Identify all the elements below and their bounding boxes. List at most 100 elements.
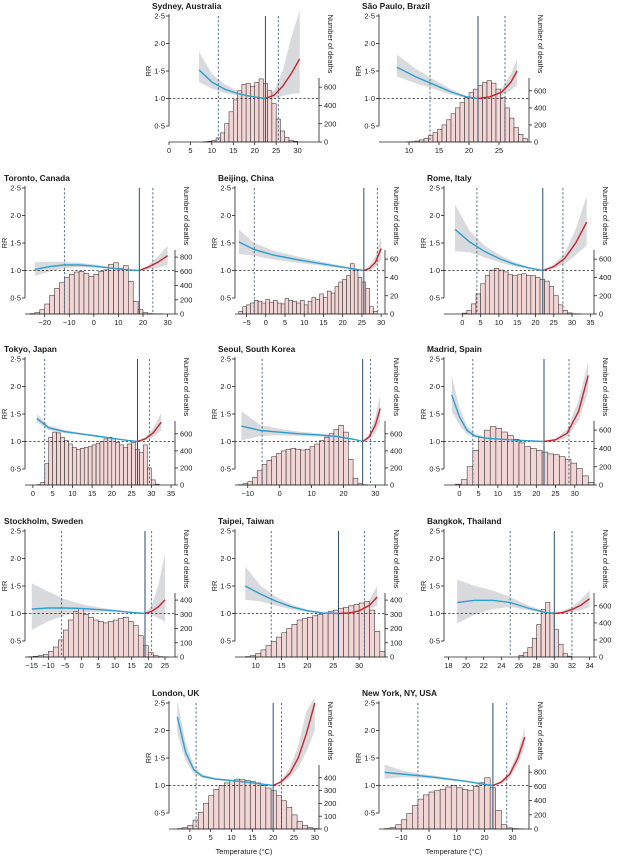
rr-tick-label: 1·0 <box>364 94 375 103</box>
x-tick-label: 20 <box>480 833 488 842</box>
x-tick-label: 30 <box>164 318 172 327</box>
rr-tick-label: 1·0 <box>364 781 375 790</box>
x-tick-label: −10 <box>63 318 76 327</box>
histogram-bar <box>123 447 128 486</box>
deaths-tick-label: 200 <box>534 121 546 130</box>
x-tick-label: 15 <box>128 661 136 670</box>
histogram-bar <box>312 615 319 658</box>
x-tick-label: 30 <box>371 489 379 498</box>
histogram-bar <box>187 824 194 830</box>
histogram-bar <box>68 619 74 658</box>
histogram-bar <box>548 286 555 315</box>
x-tick-label: 15 <box>88 489 96 498</box>
histogram-bar <box>44 463 49 486</box>
histogram-bar <box>238 311 243 315</box>
rr-tick-label: 2·0 <box>154 39 165 48</box>
histogram-bar <box>495 88 501 143</box>
cold-curve <box>36 417 138 443</box>
deaths-axis-label: Number of deaths <box>392 187 401 246</box>
histogram-bar <box>103 269 109 315</box>
deaths-tick-label: 100 <box>324 812 336 821</box>
histogram-bar <box>148 652 154 658</box>
x-tick-label: 20 <box>339 489 347 498</box>
histogram-bar <box>432 132 438 143</box>
histogram-bar <box>53 646 59 658</box>
deaths-tick-label: 0 <box>180 481 184 490</box>
chart-panel-5: Tokyo, Japan 0·5 1·0 1·5 2·0 2·5 RR 0 5 10 15 20 25 3… <box>0 344 192 498</box>
deaths-tick-label: 200 <box>180 295 192 304</box>
histogram-bar <box>379 651 386 658</box>
histogram-bar <box>139 452 144 486</box>
deaths-axis-label: Number of deaths <box>601 358 610 417</box>
histogram-bar <box>83 447 89 486</box>
histogram-bar <box>531 637 537 658</box>
x-tick-label: 30 <box>311 833 319 842</box>
x-tick-label: 25 <box>329 661 337 670</box>
x-tick-label: 0 <box>427 833 431 842</box>
histogram-bar <box>286 628 293 658</box>
heat-curve <box>137 421 162 443</box>
deaths-tick-label: 300 <box>390 610 402 619</box>
rr-tick-label: 2·0 <box>364 39 375 48</box>
x-tick-label: 15 <box>513 318 521 327</box>
x-tick-label: −10 <box>241 489 254 498</box>
histogram-bar <box>48 436 53 486</box>
rr-tick-label: 0·5 <box>364 809 375 818</box>
deaths-tick-label: 0 <box>599 310 603 319</box>
histogram-bar <box>434 790 441 830</box>
rr-tick-label: 1·5 <box>10 239 21 248</box>
x-tick-label: 30 <box>355 661 363 670</box>
histogram-bar <box>338 281 343 315</box>
histogram-bar <box>472 450 479 486</box>
deaths-tick-label: 100 <box>180 638 192 647</box>
rr-tick-label: 0·5 <box>429 294 440 303</box>
x-tick-label: 30 <box>568 318 576 327</box>
panel-title: Rome, Italy <box>427 173 472 183</box>
x-tick-label: 25 <box>161 661 169 670</box>
chart-panel-1: São Paulo, Brazil 0·5 1·0 1·5 2·0 2·5 RR 10 15 20… <box>354 1 546 155</box>
x-tick-label: 25 <box>358 318 366 327</box>
histogram-bar <box>284 298 290 315</box>
histogram-bar <box>587 482 595 486</box>
histogram-bar <box>281 450 287 486</box>
rr-tick-label: 2·0 <box>429 554 440 563</box>
ci-band-cold <box>455 204 543 271</box>
histogram-bar <box>54 288 60 315</box>
deaths-tick-label: 0 <box>534 138 538 147</box>
ci-band-heat <box>273 697 315 786</box>
x-tick-label: 0 <box>188 833 192 842</box>
histogram-bar <box>276 795 282 830</box>
histogram-bar <box>327 290 332 315</box>
deaths-tick-label: 0 <box>324 825 328 834</box>
histogram-bar <box>473 88 479 143</box>
x-tick-label: 28 <box>533 661 541 670</box>
x-tick-label: 0 <box>264 318 268 327</box>
heat-curve <box>492 736 526 787</box>
deaths-tick-label: 200 <box>534 810 546 819</box>
deaths-axis-label: Number of deaths <box>536 15 545 74</box>
rr-tick-label: 1·5 <box>364 67 375 76</box>
histogram-bar <box>503 271 509 315</box>
rr-tick-label: 1·0 <box>10 437 21 446</box>
histogram-bar <box>133 625 139 658</box>
x-tick-label: −10 <box>395 833 408 842</box>
histogram-bar <box>338 608 344 658</box>
rr-tick-label: 1·5 <box>364 754 375 763</box>
histogram-bar <box>468 92 474 143</box>
histogram-bar <box>540 608 546 658</box>
histogram-bar <box>83 614 89 658</box>
ci-band-cold <box>199 51 266 99</box>
panel-title: New York, NY, USA <box>362 688 437 698</box>
histogram-bar <box>507 274 513 315</box>
deaths-tick-label: 100 <box>390 638 402 647</box>
histogram-bar <box>576 468 583 486</box>
histogram-bar <box>373 311 378 315</box>
rr-tick-label: 2·0 <box>429 382 440 391</box>
histogram-bar <box>229 780 235 830</box>
x-tick-label: 10 <box>453 833 461 842</box>
rr-tick-label: 1·5 <box>154 754 165 763</box>
histogram-bar <box>350 263 355 315</box>
histogram-bar <box>43 653 49 658</box>
histogram-bar <box>78 271 85 315</box>
deaths-tick-label: 200 <box>599 636 611 645</box>
